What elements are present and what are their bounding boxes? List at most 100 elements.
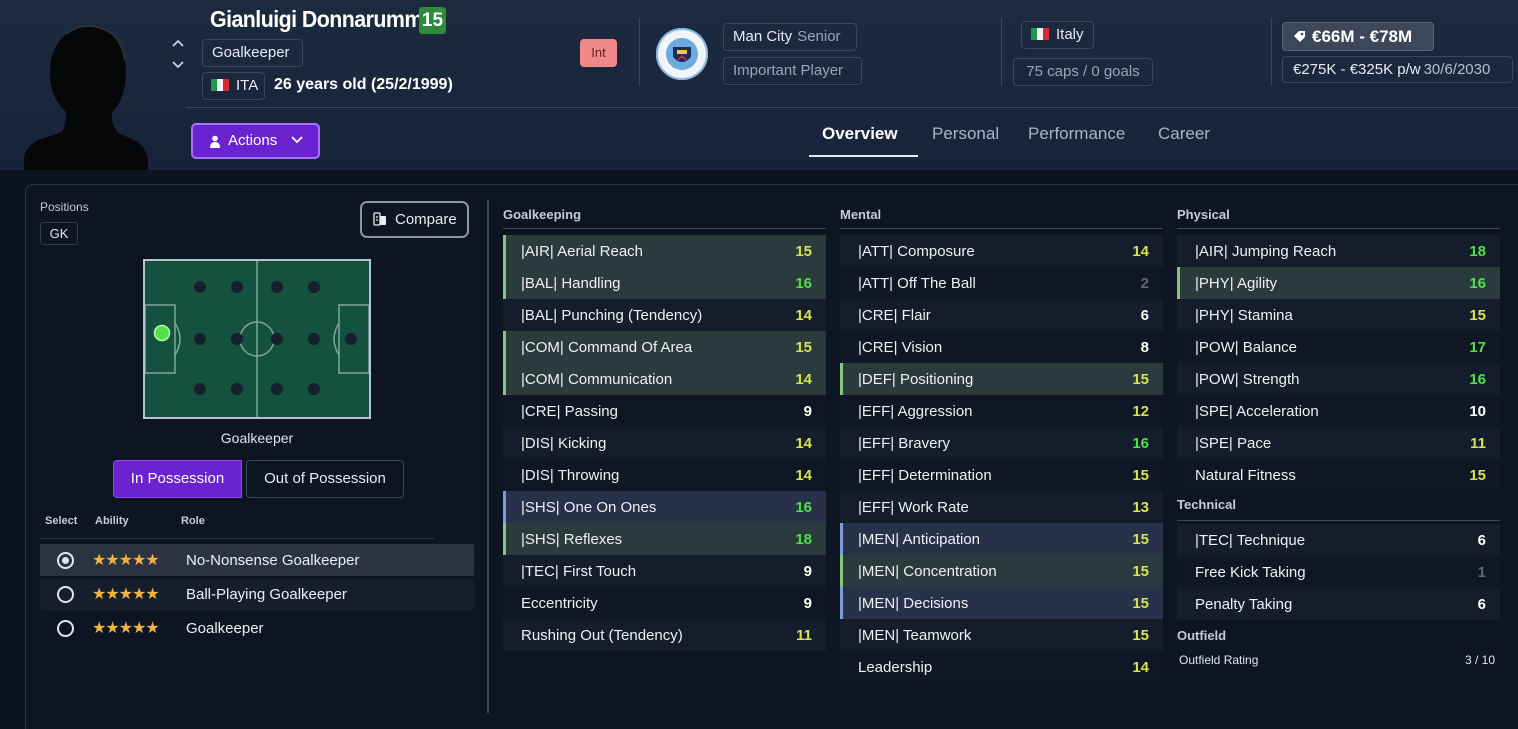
attribute-row[interactable]: |TEC| First Touch 9 [503, 555, 826, 587]
attribute-value: 17 [1469, 339, 1486, 356]
attribute-label: Leadership [858, 659, 933, 676]
country-chip[interactable]: Italy [1021, 21, 1094, 49]
attribute-row[interactable]: |POW| Balance 17 [1177, 331, 1500, 363]
compare-button[interactable]: Compare [360, 201, 469, 238]
role-name: No-Nonsense Goalkeeper [186, 552, 360, 569]
attribute-row[interactable]: |DIS| Throwing 14 [503, 459, 826, 491]
attribute-row[interactable]: Penalty Taking 6 [1177, 588, 1500, 620]
out-of-possession-button[interactable]: Out of Possession [246, 460, 404, 498]
attribute-row[interactable]: |EFF| Aggression 12 [840, 395, 1163, 427]
attribute-label: |PHY| Agility [1195, 275, 1277, 292]
attribute-row[interactable]: |EFF| Bravery 16 [840, 427, 1163, 459]
attribute-row[interactable]: |MEN| Concentration 15 [840, 555, 1163, 587]
attribute-row[interactable]: Leadership 14 [840, 651, 1163, 683]
attribute-row[interactable]: |MEN| Anticipation 15 [840, 523, 1163, 555]
attribute-label: |TEC| First Touch [521, 563, 637, 580]
role-row[interactable]: ★★★★★ Ball-Playing Goalkeeper [40, 578, 474, 610]
roles-header-line [40, 538, 434, 539]
attribute-row[interactable]: |ATT| Off The Ball 2 [840, 267, 1163, 299]
attribute-row[interactable]: |PHY| Stamina 15 [1177, 299, 1500, 331]
attribute-value: 6 [1140, 307, 1149, 324]
attribute-value: 9 [803, 563, 812, 580]
caps-chip: 75 caps / 0 goals [1013, 58, 1153, 86]
club-name: Man City [733, 28, 793, 45]
pitch-caption: Goalkeeper [220, 430, 294, 446]
tab-career[interactable]: Career [1158, 124, 1210, 143]
attribute-row[interactable]: |AIR| Aerial Reach 15 [503, 235, 826, 267]
attribute-value: 1 [1477, 564, 1486, 581]
tab-performance[interactable]: Performance [1028, 124, 1126, 143]
attribute-label: |CRE| Flair [858, 307, 931, 324]
attribute-row[interactable]: |EFF| Work Rate 13 [840, 491, 1163, 523]
attribute-value: 18 [1469, 243, 1486, 260]
international-badge: Int [580, 39, 617, 67]
attribute-row[interactable]: |CRE| Passing 9 [503, 395, 826, 427]
in-possession-button[interactable]: In Possession [113, 460, 242, 498]
attribute-row[interactable]: |SPE| Acceleration 10 [1177, 395, 1500, 427]
attribute-label: |POW| Balance [1195, 339, 1297, 356]
role-radio[interactable] [57, 552, 74, 569]
next-player-arrow-icon[interactable] [168, 56, 188, 74]
role-radio[interactable] [57, 586, 74, 603]
tab-personal[interactable]: Personal [932, 124, 1000, 143]
outfield-rating-value: 3 / 10 [1465, 653, 1496, 667]
attribute-row[interactable]: |PHY| Agility 16 [1177, 267, 1500, 299]
compare-icon [373, 212, 386, 226]
attribute-row[interactable]: |DIS| Kicking 14 [503, 427, 826, 459]
attribute-row[interactable]: Rushing Out (Tendency) 11 [503, 619, 826, 651]
attribute-value: 13 [1132, 499, 1149, 516]
attribute-value: 15 [795, 339, 812, 356]
nationality-chip[interactable]: ITA [202, 72, 265, 100]
attribute-value: 14 [795, 467, 812, 484]
header-divider [1001, 18, 1002, 86]
attribute-row[interactable]: |DEF| Positioning 15 [840, 363, 1163, 395]
technical-section-title: Technical [1177, 497, 1237, 512]
actions-button[interactable]: Actions [191, 123, 320, 159]
attribute-row[interactable]: |MEN| Decisions 15 [840, 587, 1163, 619]
attribute-label: |SHS| One On Ones [521, 499, 657, 516]
header-divider [1271, 18, 1272, 86]
outfield-section-title: Outfield [1177, 628, 1227, 643]
role-radio[interactable] [57, 620, 74, 637]
attribute-row[interactable]: |POW| Strength 16 [1177, 363, 1500, 395]
attribute-row[interactable]: |COM| Communication 14 [503, 363, 826, 395]
attribute-row[interactable]: |MEN| Teamwork 15 [840, 619, 1163, 651]
attribute-label: |CRE| Vision [858, 339, 943, 356]
attribute-row[interactable]: |COM| Command Of Area 15 [503, 331, 826, 363]
attribute-value: 16 [1469, 371, 1486, 388]
attribute-label: Natural Fitness [1195, 467, 1296, 484]
attribute-row[interactable]: |CRE| Flair 6 [840, 299, 1163, 331]
attribute-row[interactable]: |SHS| Reflexes 18 [503, 523, 826, 555]
role-row[interactable]: ★★★★★ Goalkeeper [40, 612, 474, 644]
attribute-row[interactable]: Natural Fitness 15 [1177, 459, 1500, 491]
attribute-value: 15 [1469, 307, 1486, 324]
select-column-header: Select [45, 515, 78, 527]
attribute-row[interactable]: |CRE| Vision 8 [840, 331, 1163, 363]
attribute-label: |MEN| Teamwork [858, 627, 972, 644]
attribute-row[interactable]: |TEC| Technique 6 [1177, 524, 1500, 556]
section-underline [1177, 520, 1500, 521]
attribute-row[interactable]: Eccentricity 9 [503, 587, 826, 619]
attribute-row[interactable]: |ATT| Composure 14 [840, 235, 1163, 267]
attribute-row[interactable]: |BAL| Punching (Tendency) 14 [503, 299, 826, 331]
tab-overview[interactable]: Overview [822, 124, 898, 143]
attribute-label: |SPE| Pace [1195, 435, 1272, 452]
ability-stars: ★★★★★ [92, 552, 160, 569]
attribute-row[interactable]: |SPE| Pace 11 [1177, 427, 1500, 459]
attribute-value: 16 [795, 499, 812, 516]
attribute-value: 15 [1132, 371, 1149, 388]
man-city-crest-icon[interactable] [655, 27, 709, 81]
pitch-diagram[interactable] [143, 259, 371, 419]
role-row[interactable]: ★★★★★ No-Nonsense Goalkeeper [40, 544, 474, 576]
attribute-row[interactable]: Free Kick Taking 1 [1177, 556, 1500, 588]
attribute-row[interactable]: |AIR| Jumping Reach 18 [1177, 235, 1500, 267]
attribute-label: |EFF| Bravery [858, 435, 950, 452]
attribute-row[interactable]: |BAL| Handling 16 [503, 267, 826, 299]
attribute-value: 16 [1132, 435, 1149, 452]
position-code-chip: GK [40, 222, 78, 245]
previous-player-arrow-icon[interactable] [168, 34, 188, 52]
club-chip[interactable]: Man City Senior [723, 23, 857, 51]
attribute-row[interactable]: |EFF| Determination 15 [840, 459, 1163, 491]
attribute-row[interactable]: |SHS| One On Ones 16 [503, 491, 826, 523]
ability-stars: ★★★★★ [92, 586, 160, 603]
